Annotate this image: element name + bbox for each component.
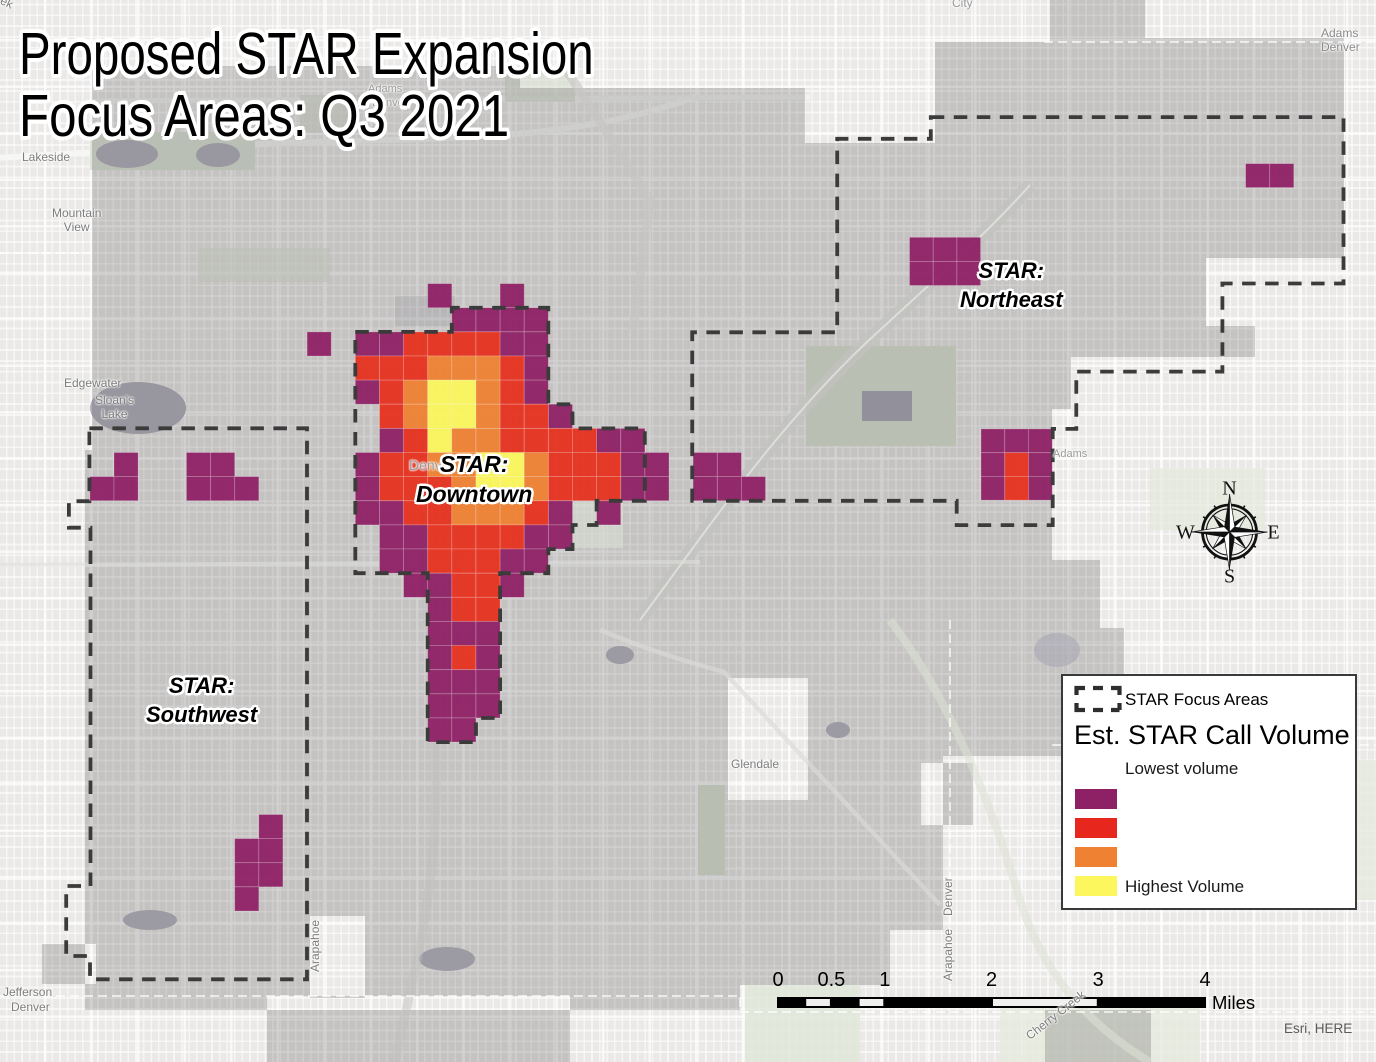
svg-text:4: 4 xyxy=(1199,969,1210,991)
svg-text:2: 2 xyxy=(986,969,997,991)
svg-text:W: W xyxy=(1176,522,1195,544)
svg-text:Miles: Miles xyxy=(1212,992,1255,1013)
svg-text:E: E xyxy=(1267,522,1279,544)
svg-text:S: S xyxy=(1224,566,1235,588)
svg-text:3: 3 xyxy=(1093,969,1104,991)
svg-text:N: N xyxy=(1222,478,1236,500)
svg-text:0.5: 0.5 xyxy=(817,969,845,991)
svg-text:1: 1 xyxy=(879,969,890,991)
svg-text:0: 0 xyxy=(772,969,783,991)
